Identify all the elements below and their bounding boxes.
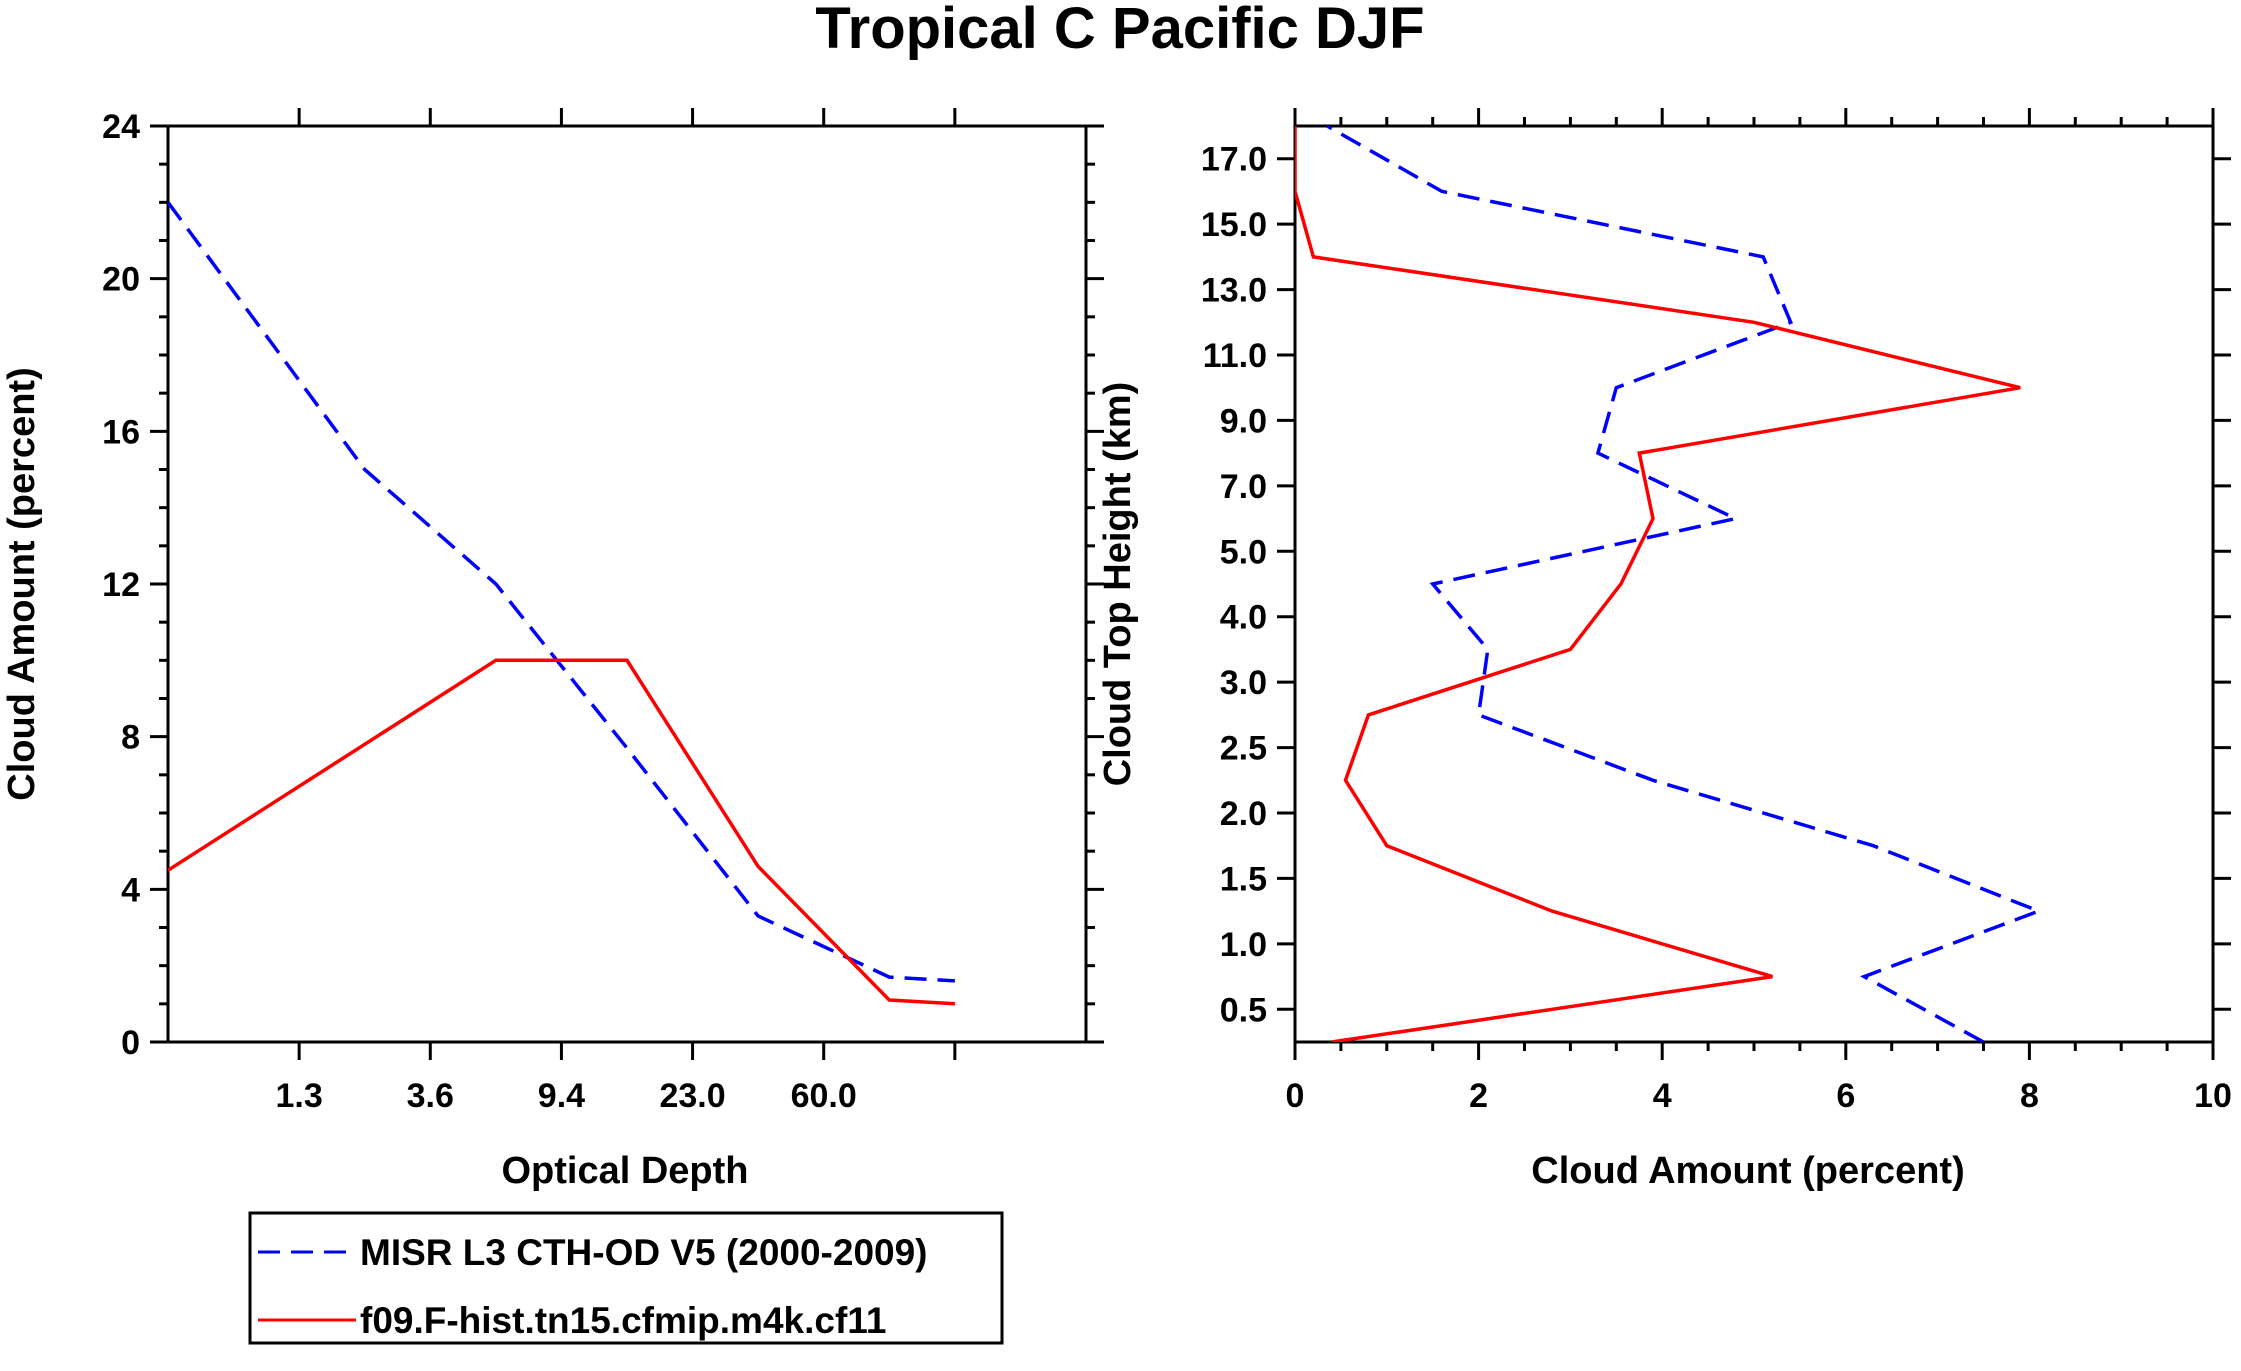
right-y-axis-label: Cloud Top Height (km) bbox=[1097, 382, 1139, 787]
right-y-tick-label: 15.0 bbox=[1201, 206, 1267, 244]
left-y-tick-label: 8 bbox=[121, 719, 140, 757]
left-x-axis-label: Optical Depth bbox=[501, 1150, 748, 1192]
chart-title: Tropical C Pacific DJF bbox=[815, 0, 1424, 61]
right-x-tick-label: 4 bbox=[1653, 1077, 1672, 1115]
right-y-tick-label: 2.5 bbox=[1220, 730, 1267, 768]
right-x-tick-label: 10 bbox=[2194, 1077, 2232, 1115]
right-x-axis-label: Cloud Amount (percent) bbox=[1531, 1150, 1964, 1192]
left-y-tick-label: 4 bbox=[121, 871, 140, 909]
right-y-tick-label: 9.0 bbox=[1220, 402, 1267, 440]
right-y-tick-label: 7.0 bbox=[1220, 468, 1267, 506]
legend-box bbox=[248, 1211, 1004, 1345]
right-y-tick-label: 17.0 bbox=[1201, 141, 1267, 179]
right-y-tick-label: 2.0 bbox=[1220, 795, 1267, 833]
left-x-tick-label: 9.4 bbox=[538, 1077, 585, 1115]
right-series-misr-line bbox=[1326, 126, 2044, 1042]
right-y-tick-label: 1.0 bbox=[1220, 926, 1267, 964]
right-series-model-line bbox=[1295, 126, 2021, 1042]
right-y-tick-label: 1.5 bbox=[1220, 860, 1267, 898]
right-y-tick-label: 13.0 bbox=[1201, 272, 1267, 310]
left-y-axis-label: Cloud Amount (percent) bbox=[1, 367, 43, 800]
left-y-tick-label: 24 bbox=[102, 108, 140, 146]
left-y-tick-label: 16 bbox=[102, 413, 140, 451]
left-y-tick-label: 0 bbox=[121, 1024, 140, 1062]
left-x-tick-label: 1.3 bbox=[276, 1077, 323, 1115]
left-x-tick-label: 3.6 bbox=[407, 1077, 454, 1115]
right-panel: 0.5 1.0 1.5 2.0 2.5 3.0 4.0 5.0 7.0 9.0 11.0 13.0 15… bbox=[1097, 108, 2232, 1192]
right-y-tick-label: 11.0 bbox=[1203, 337, 1267, 375]
left-series-model-line bbox=[168, 658, 956, 1006]
legend: MISR L3 CTH-OD V5 (2000-2009) f09.F-hist… bbox=[248, 1211, 1004, 1345]
left-y-tick-label: 20 bbox=[102, 261, 140, 299]
left-panel: 0 4 8 12 16 20 24 1.3 3.6 9.4 23.0 60.0 Optical Dept… bbox=[1, 108, 1104, 1192]
right-y-tick-label: 5.0 bbox=[1220, 533, 1267, 571]
right-x-tick-label: 6 bbox=[1836, 1077, 1855, 1115]
right-y-tick-label: 3.0 bbox=[1220, 664, 1267, 702]
left-x-tick-label: 23.0 bbox=[659, 1077, 725, 1115]
right-x-tick-label: 0 bbox=[1286, 1077, 1305, 1115]
left-plot-frame bbox=[166, 124, 1088, 1044]
right-y-tick-label: 0.5 bbox=[1220, 991, 1267, 1029]
legend-label-model: f09.F-hist.tn15.cfmip.m4k.cf11 bbox=[360, 1300, 886, 1341]
right-y-tick-label: 4.0 bbox=[1220, 599, 1267, 637]
right-x-tick-label: 2 bbox=[1469, 1077, 1488, 1115]
legend-label-misr: MISR L3 CTH-OD V5 (2000-2009) bbox=[360, 1232, 928, 1273]
left-y-tick-label: 12 bbox=[102, 566, 140, 604]
right-x-tick-label: 8 bbox=[2020, 1077, 2039, 1115]
left-x-tick-label: 60.0 bbox=[791, 1077, 857, 1115]
left-series-misr-line bbox=[168, 201, 956, 983]
